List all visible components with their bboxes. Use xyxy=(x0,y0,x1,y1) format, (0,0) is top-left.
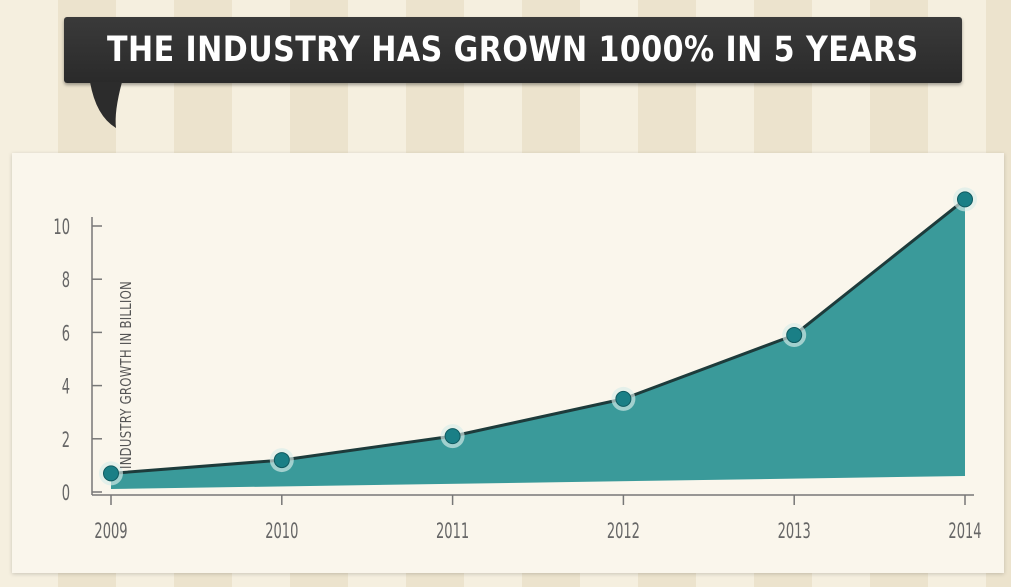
chart-panel: 0 2 4 6 8 10 2009 2010 2011 2012 2013 2014 INDUSTRY… xyxy=(12,153,1004,573)
speech-tail-icon xyxy=(90,82,122,128)
data-point xyxy=(103,465,119,482)
data-point xyxy=(615,390,632,407)
data-point xyxy=(273,452,290,469)
y-tick-label: 2 xyxy=(62,429,70,453)
x-tick-label: 2009 xyxy=(94,520,127,544)
chart-title: THE INDUSTRY HAS GROWN 1000% IN 5 YEARS xyxy=(107,30,919,70)
x-tick-label: 2011 xyxy=(436,520,469,544)
y-tick-label: 0 xyxy=(62,482,70,506)
area-chart: 0 2 4 6 8 10 2009 2010 2011 2012 2013 2014 INDUSTRY… xyxy=(53,187,982,544)
data-point xyxy=(444,428,461,445)
x-tick-label: 2010 xyxy=(265,520,298,544)
y-tick-label: 10 xyxy=(53,216,70,240)
y-tick-label: 6 xyxy=(62,322,70,346)
x-tick-label: 2013 xyxy=(778,520,811,544)
x-tick-label: 2014 xyxy=(948,520,981,544)
y-tick-label: 4 xyxy=(62,376,70,400)
y-tick-label: 8 xyxy=(62,269,70,293)
title-banner: THE INDUSTRY HAS GROWN 1000% IN 5 YEARS xyxy=(64,17,962,83)
series-area xyxy=(111,199,965,489)
y-axis-title: INDUSTRY GROWTH IN BILLION xyxy=(119,281,136,469)
series-line xyxy=(110,198,966,475)
x-tick-label: 2012 xyxy=(607,520,640,544)
data-point xyxy=(786,327,803,344)
data-point xyxy=(957,191,973,208)
